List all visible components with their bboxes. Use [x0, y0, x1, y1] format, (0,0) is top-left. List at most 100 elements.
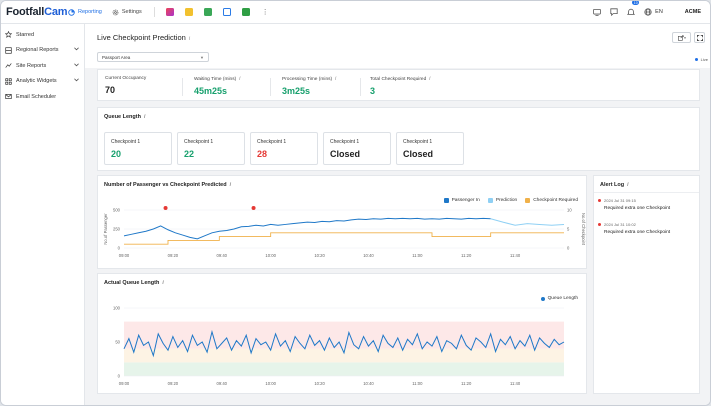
display-icon[interactable] [593, 3, 602, 21]
legend-checkbox[interactable] [525, 198, 531, 203]
alert-item[interactable]: 2024 Jul 31 09:15 Required extra one Che… [598, 198, 670, 211]
info-icon[interactable]: i [239, 76, 241, 82]
legend-checkbox[interactable] [443, 198, 449, 203]
series-line [123, 329, 565, 358]
passenger-chart-card: Number of Passenger vs Checkpoint Predic… [97, 175, 587, 269]
sidebar-item-site-reports[interactable]: Site Reports [1, 58, 84, 74]
threshold-band [124, 348, 564, 363]
area-select[interactable]: Passport Area ▼ [97, 52, 209, 62]
user-menu[interactable]: ACME [684, 9, 701, 15]
x-tick-label: 11:20 [461, 253, 472, 258]
x-tick-label: 09:20 [168, 381, 179, 386]
queue-box[interactable]: Checkpoint 1 Closed [323, 132, 391, 165]
legend-checkbox[interactable] [487, 198, 493, 203]
x-tick-label: 11:40 [510, 253, 521, 258]
y-tick-label: 500 [113, 208, 121, 213]
toolbar-divider [153, 7, 155, 17]
alert-dot-icon [598, 223, 601, 226]
logo[interactable]: FootfallCam [6, 6, 68, 18]
alert-item[interactable]: 2024 Jul 31 10:02 Required extra one Che… [598, 222, 670, 235]
page-header: Live Checkpoint Prediction i Passport Are… [85, 24, 710, 68]
queue-length-title: Queue Length i [104, 114, 146, 120]
fullscreen-icon [696, 34, 703, 41]
y2-axis-label: No.of Checkpoint [581, 213, 586, 246]
alert-marker [251, 206, 256, 210]
queue-length-card: Queue Length i Checkpoint 1 20 Checkpoint … [97, 107, 700, 171]
top-right-tools: 10 EN ACME [584, 1, 701, 21]
queue-box[interactable]: Checkpoint 1 22 [177, 132, 245, 165]
y2-tick-label: 0 [567, 246, 570, 251]
y-tick-label: 50 [115, 340, 120, 345]
x-tick-label: 10:00 [265, 253, 276, 258]
x-tick-label: 11:00 [412, 381, 423, 386]
chart-legend: Queue Length [533, 296, 578, 301]
reporting-icon [68, 8, 75, 16]
x-tick-label: 09:00 [119, 381, 130, 386]
fullscreen-button[interactable] [694, 32, 705, 43]
tool-shortcut-5-icon[interactable] [241, 8, 250, 16]
info-icon[interactable]: i [627, 182, 629, 188]
main-content: Live Checkpoint Prediction i Passport Are… [85, 24, 710, 405]
stat-divider [360, 78, 361, 96]
export-button[interactable] [672, 32, 691, 43]
email-icon [5, 94, 12, 100]
sidebar-item-analytic-widgets[interactable]: Analytic Widgets [1, 74, 84, 90]
info-icon[interactable]: i [188, 36, 190, 42]
x-tick-label: 09:20 [168, 253, 179, 258]
y-tick-label: 250 [113, 227, 121, 232]
chevron-down-icon [74, 78, 79, 84]
info-icon[interactable]: i [335, 76, 337, 82]
tool-shortcut-1-icon[interactable] [165, 8, 174, 16]
top-bar: FootfallCam Reporting Settings ⋮ 10 EN A… [1, 1, 710, 24]
queue-box[interactable]: Checkpoint 1 Closed [396, 132, 464, 165]
queue-box[interactable]: Checkpoint 1 28 [250, 132, 318, 165]
x-tick-label: 10:40 [363, 253, 374, 258]
globe-icon[interactable] [644, 3, 652, 21]
bell-icon[interactable]: 10 [626, 1, 640, 21]
language-selector[interactable]: EN [655, 9, 663, 15]
sidebar-item-starred[interactable]: Starred [1, 27, 84, 43]
more-icon[interactable]: ⋮ [261, 9, 269, 16]
series-line [123, 217, 491, 240]
chat-icon[interactable] [610, 3, 618, 21]
alert-log-title: Alert Log i [600, 182, 629, 188]
star-icon [5, 31, 12, 39]
info-icon[interactable]: i [229, 182, 231, 188]
y2-tick-label: 10 [567, 208, 572, 213]
info-icon[interactable]: i [429, 76, 431, 82]
tool-shortcut-3-icon[interactable] [203, 8, 212, 16]
site-icon [5, 63, 12, 69]
live-indicator: Live [694, 57, 708, 62]
legend-dot[interactable] [540, 296, 545, 301]
x-tick-label: 10:00 [265, 381, 276, 386]
chart-legend: Passenger In Prediction Checkpoint Requi… [436, 198, 578, 203]
export-icon [677, 34, 686, 41]
queue-line-chart: 100 50 0 09:00 09:20 09:40 10:00 10:20 10:40 11:0… [113, 306, 565, 386]
sidebar: Starred Regional Reports Site Reports An… [1, 24, 85, 405]
tool-shortcut-4-icon[interactable] [222, 8, 231, 16]
alert-marker [163, 206, 168, 210]
nav-reporting[interactable]: Reporting [68, 8, 102, 16]
chart-title: Actual Queue Length i [104, 280, 164, 286]
passenger-line-chart: 500 250 0 10 5 0 09:00 09:20 09:40 10:00 10:20 10:4… [103, 206, 586, 258]
chevron-down-icon: ▼ [200, 55, 204, 60]
queue-chart-card: Actual Queue Length i Queue Length 100 50 0… [97, 273, 587, 394]
tool-shortcut-2-icon[interactable] [184, 8, 193, 16]
alert-log-card: Alert Log i 2024 Jul 31 09:15 Required ex… [593, 175, 700, 394]
x-tick-label: 11:20 [461, 381, 472, 386]
sidebar-item-regional-reports[interactable]: Regional Reports [1, 43, 84, 59]
chevron-down-icon [74, 47, 79, 53]
stat-processing-time: Processing Time (mins) i 3m25s [282, 76, 337, 96]
nav-settings[interactable]: Settings [112, 9, 142, 16]
sidebar-item-email-scheduler[interactable]: Email Scheduler [1, 89, 84, 105]
stat-waiting-time: Waiting Time (mins) i 45m25s [194, 76, 241, 96]
info-icon[interactable]: i [143, 114, 146, 120]
x-tick-label: 11:00 [412, 253, 423, 258]
x-tick-label: 10:20 [314, 381, 325, 386]
queue-box[interactable]: Checkpoint 1 20 [104, 132, 172, 165]
stat-divider [270, 78, 271, 96]
info-icon[interactable]: i [162, 280, 164, 286]
live-dot-icon [694, 58, 698, 61]
y-axis-label: No.of Passenger [103, 213, 108, 245]
